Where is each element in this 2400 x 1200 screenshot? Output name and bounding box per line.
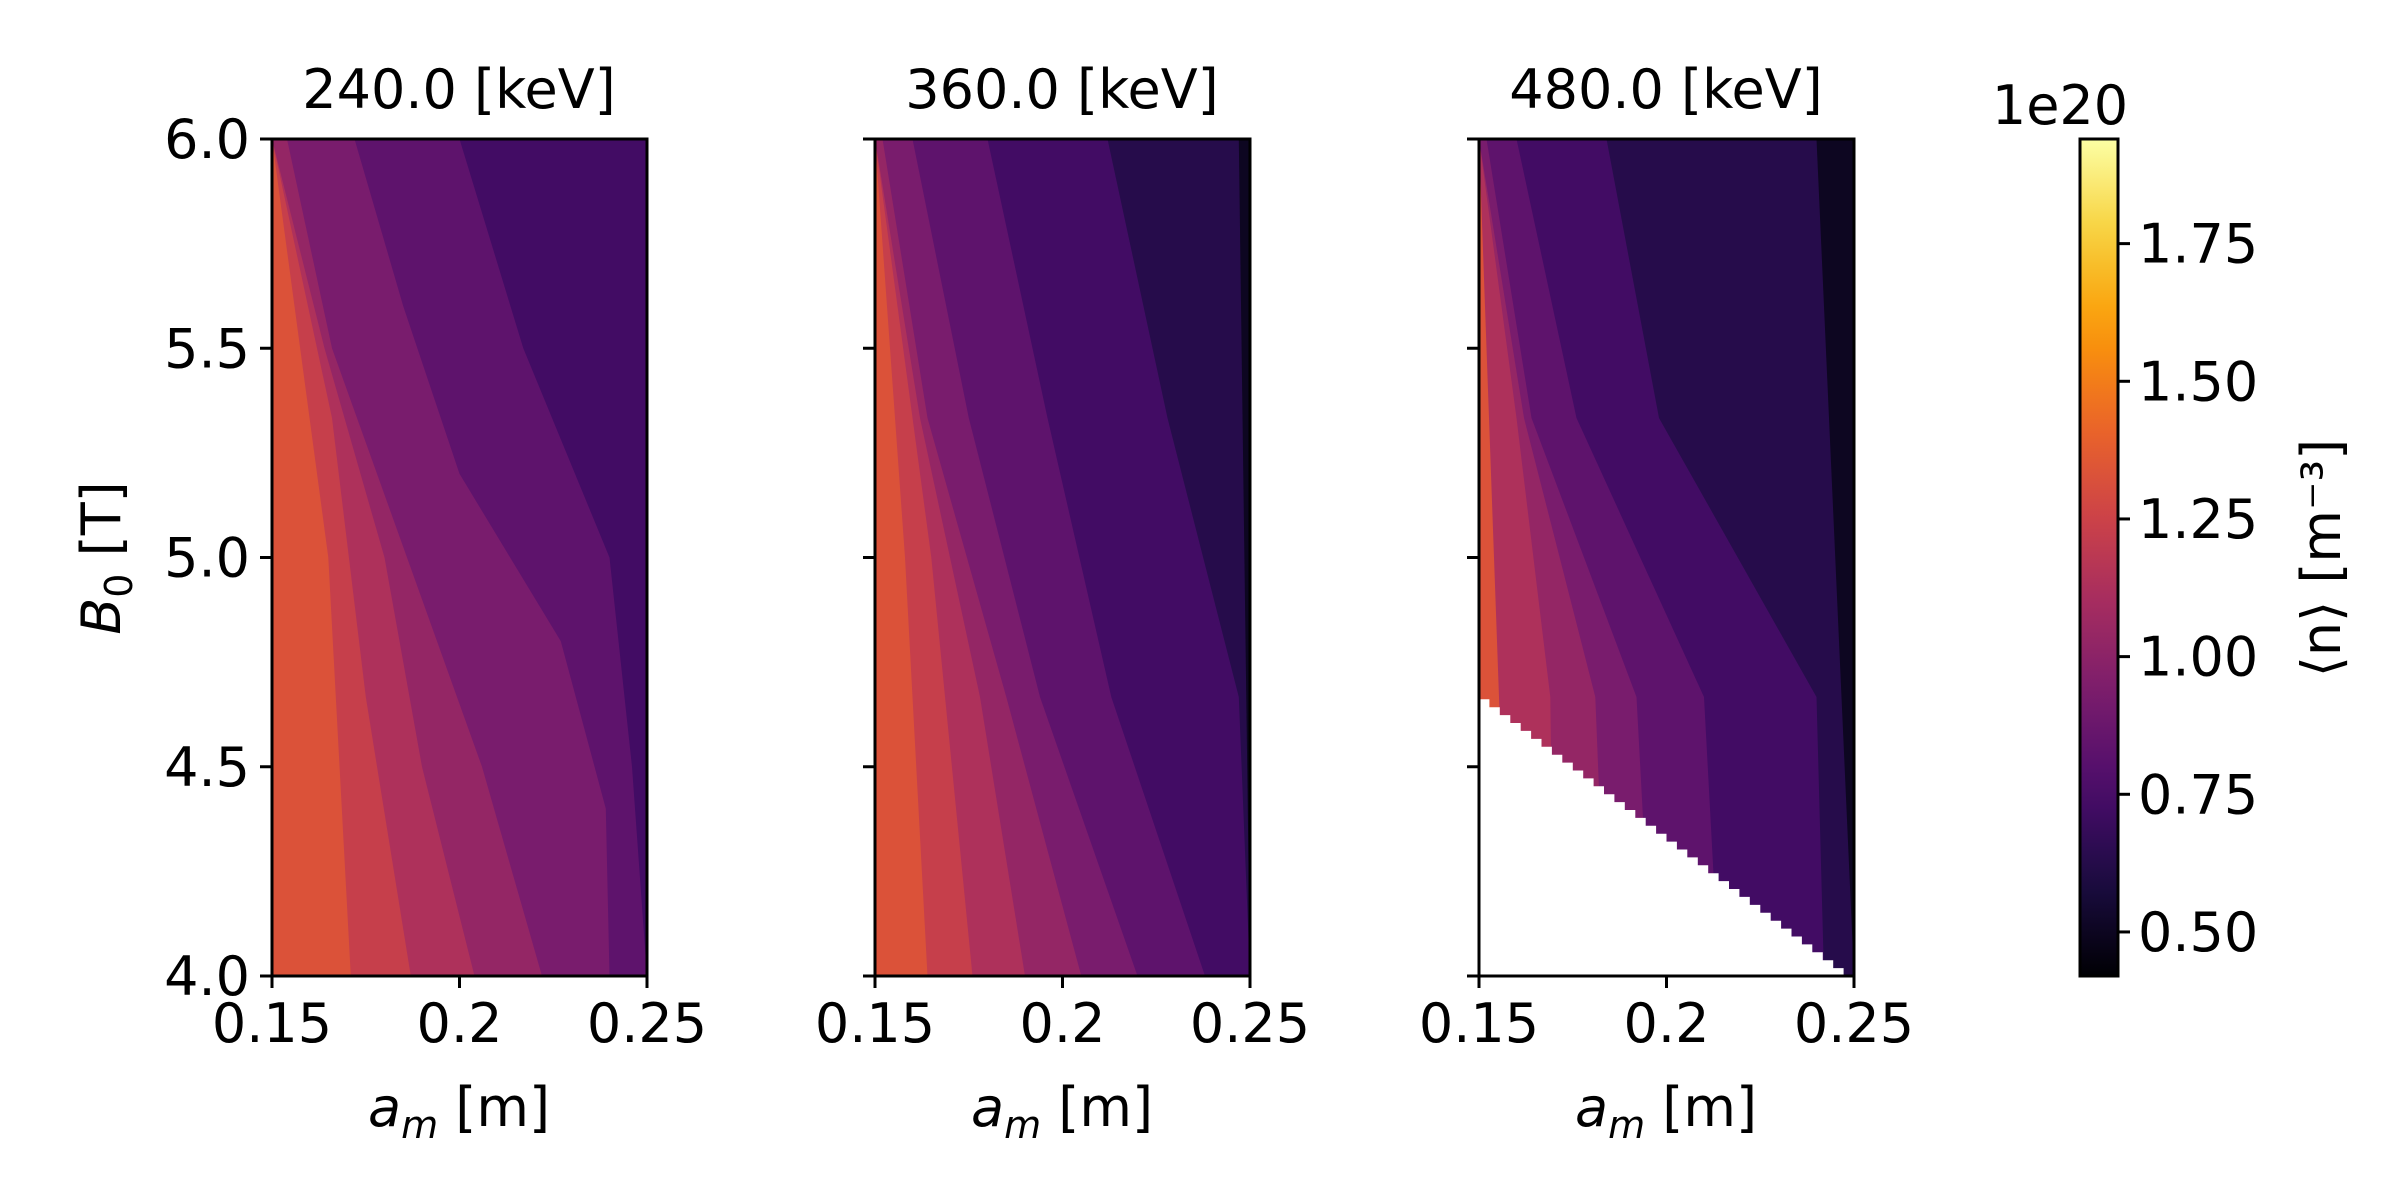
axis-ticks: 0.15 0.2 0.25 [815, 137, 1310, 1055]
contour-band [647, 139, 687, 976]
contour-band [1107, 139, 1250, 976]
colorbar-tick-label: 1.50 [2138, 350, 2258, 413]
x-tick-label: 0.15 [212, 992, 332, 1055]
contour-fill [875, 139, 1250, 976]
panel-title: 240.0 [keV] [302, 58, 615, 121]
contour-fill [272, 139, 687, 976]
x-tick-label: 0.25 [587, 992, 707, 1055]
contour-band [647, 139, 687, 976]
contour-band [1816, 139, 1854, 976]
colorbar-offset-text: 1e20 [1992, 74, 2128, 137]
x-axis-label: am [m] [1575, 1076, 1757, 1147]
panel-240kev: 240.0 [keV] 0.15 0.2 0.25 4.0 4.5 5.0 5.5 6.0 a… [70, 58, 707, 1147]
contour-band [1854, 139, 1894, 976]
y-tick-label: 6.0 [164, 108, 250, 171]
contour-band [1606, 139, 1854, 976]
colorbar-ticks: 0.50 0.75 1.00 1.25 1.50 1.75 [2118, 213, 2258, 964]
y-tick-label: 5.0 [164, 527, 250, 590]
panel-480kev: 480.0 [keV] 0.15 0.2 0.25 am [m] [1419, 58, 1914, 1147]
panel-title: 360.0 [keV] [905, 58, 1218, 121]
y-tick-label: 4.5 [164, 736, 250, 799]
masked-region [1479, 691, 1854, 976]
x-axis-label: am [m] [971, 1076, 1153, 1147]
panel-360kev: 360.0 [keV] 0.15 0.2 0.25 am [m] [815, 58, 1310, 1147]
x-axis-label: am [m] [368, 1076, 550, 1147]
contour-band [1238, 139, 1250, 976]
y-axis-label: B0 [T] [70, 481, 141, 635]
colorbar-tick-label: 0.75 [2138, 763, 2258, 826]
x-tick-label: 0.2 [1624, 992, 1710, 1055]
x-tick-label: 0.15 [815, 992, 935, 1055]
colorbar: 1e20 0.50 0.75 1.00 1.25 1.50 1.75 ⟨n⟩ [m⁻³] [1992, 74, 2353, 978]
contour-fill [1479, 139, 1894, 976]
colorbar-tick-label: 1.25 [2138, 488, 2258, 551]
panel-title: 480.0 [keV] [1509, 58, 1822, 121]
axis-ticks: 0.15 0.2 0.25 4.0 4.5 5.0 5.5 6.0 [164, 108, 707, 1055]
y-tick-label: 4.0 [164, 945, 250, 1008]
x-tick-label: 0.2 [1020, 992, 1106, 1055]
x-tick-label: 0.15 [1419, 992, 1539, 1055]
colorbar-frame [2078, 137, 2120, 978]
colorbar-gradient [2080, 139, 2118, 976]
x-tick-label: 0.25 [1190, 992, 1310, 1055]
colorbar-tick-label: 0.50 [2138, 901, 2258, 964]
colorbar-tick-label: 1.00 [2138, 626, 2258, 689]
x-tick-label: 0.25 [1794, 992, 1914, 1055]
y-tick-label: 5.5 [164, 317, 250, 380]
contour-band [459, 139, 647, 976]
colorbar-label: ⟨n⟩ [m⁻³] [2290, 439, 2353, 677]
axis-ticks: 0.15 0.2 0.25 [1419, 137, 1914, 1055]
x-tick-label: 0.2 [417, 992, 503, 1055]
colorbar-tick-label: 1.75 [2138, 213, 2258, 276]
